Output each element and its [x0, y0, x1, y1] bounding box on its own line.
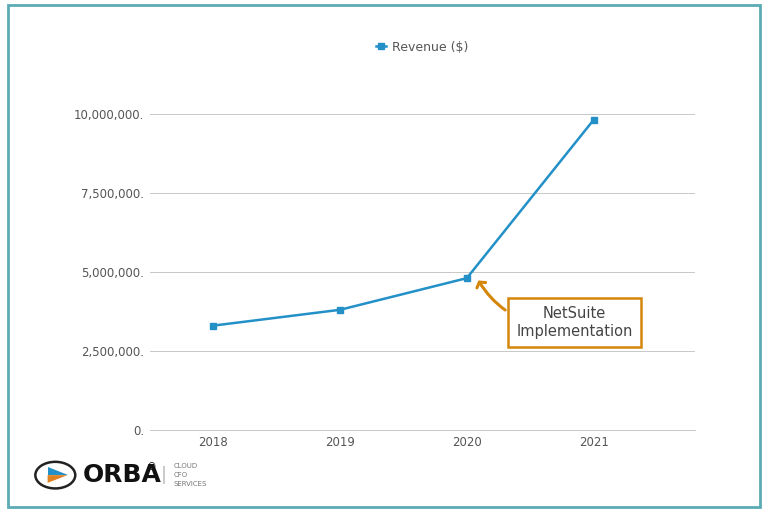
Text: CLOUD
CFO
SERVICES: CLOUD CFO SERVICES [174, 463, 207, 487]
Text: ORBA: ORBA [83, 463, 162, 487]
Revenue ($) [589, 117, 598, 123]
Line: Revenue ($): Revenue ($) [210, 116, 597, 329]
Revenue ($) [336, 307, 345, 313]
Revenue ($) [209, 323, 218, 329]
Text: |: | [161, 466, 167, 484]
Text: ®: ® [147, 462, 157, 473]
Text: NetSuite
Implementation: NetSuite Implementation [477, 282, 633, 338]
Legend: Revenue ($): Revenue ($) [371, 36, 474, 59]
Revenue ($) [462, 275, 472, 281]
